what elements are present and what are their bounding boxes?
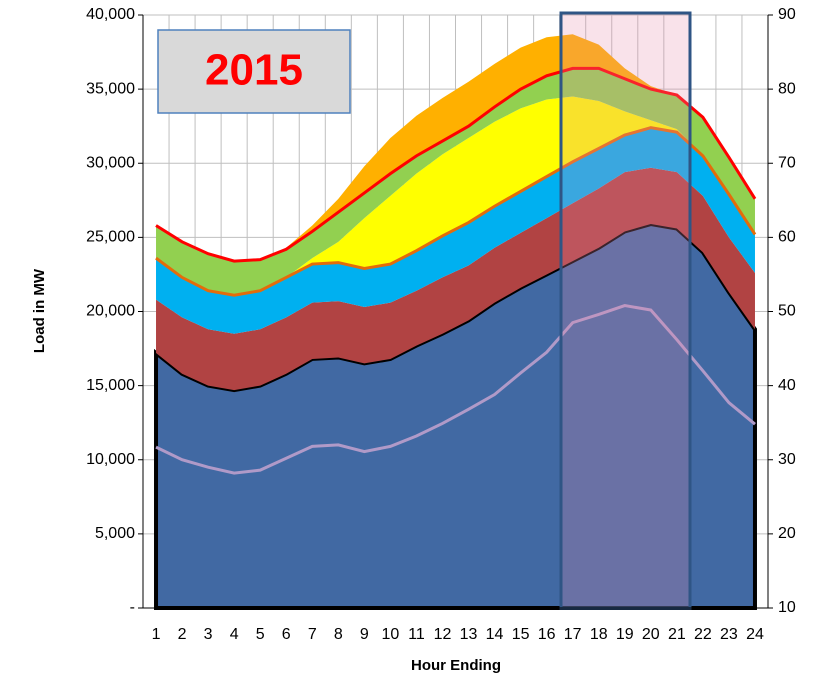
y-tick-label: 30,000 — [86, 154, 135, 171]
y-tick-label: 5,000 — [95, 525, 135, 542]
y2-tick-label: 30 — [778, 451, 796, 468]
x-tick-label: 9 — [360, 626, 369, 643]
highlight-box — [559, 11, 692, 610]
x-tick-label: 12 — [434, 626, 452, 643]
x-tick-label: 19 — [616, 626, 634, 643]
y-tick-label: - — [130, 599, 135, 616]
y2-tick-label: 10 — [778, 599, 796, 616]
y2-tick-label: 80 — [778, 80, 796, 97]
x-tick-label: 1 — [152, 626, 161, 643]
x-axis-label: Hour Ending — [411, 657, 501, 674]
area — [156, 167, 755, 391]
y2-tick-label: 90 — [778, 6, 796, 23]
x-tick-label: 15 — [512, 626, 530, 643]
y2-tick-label: 70 — [778, 154, 796, 171]
x-tick-label: 18 — [590, 626, 608, 643]
x-tick-label: 8 — [334, 626, 343, 643]
y-axis-label: Load in MW — [31, 268, 48, 353]
y2-tick-label: 60 — [778, 229, 796, 246]
x-tick-label: 10 — [381, 626, 399, 643]
edge-line — [155, 126, 757, 297]
x-tick-label: 22 — [694, 626, 712, 643]
y-tick-label: 40,000 — [86, 6, 135, 23]
area — [156, 96, 755, 296]
areas — [154, 34, 757, 610]
x-tick-label: 17 — [564, 626, 582, 643]
y-tick-label: 20,000 — [86, 303, 135, 320]
x-tick-label: 13 — [460, 626, 478, 643]
line — [155, 304, 756, 475]
y-tick-label: 10,000 — [86, 451, 135, 468]
area — [156, 68, 755, 296]
y2-tick-label: 20 — [778, 525, 796, 542]
x-tick-label: 14 — [486, 626, 504, 643]
y-tick-label: 35,000 — [86, 80, 135, 97]
x-tick-label: 3 — [204, 626, 213, 643]
x-tick-label: 16 — [538, 626, 556, 643]
edge-line — [155, 66, 757, 263]
x-tick-label: 6 — [282, 626, 291, 643]
x-tick-label: 4 — [230, 626, 239, 643]
x-tick-label: 2 — [178, 626, 187, 643]
x-tick-label: 21 — [668, 626, 686, 643]
y2-tick-label: 50 — [778, 303, 796, 320]
x-tick-label: 5 — [256, 626, 265, 643]
y2-tick-label: 40 — [778, 377, 796, 394]
x-tick-label: 7 — [308, 626, 317, 643]
chart-title: 2015 — [205, 46, 303, 95]
x-tick-label: 11 — [408, 626, 425, 643]
y-tick-label: 15,000 — [86, 377, 135, 394]
axes: - 5,000 10,000 15,000 20,000 25,000 30,000 35,0… — [86, 6, 796, 643]
x-tick-label: 20 — [642, 626, 660, 643]
x-tick-label: 23 — [720, 626, 738, 643]
title-box — [157, 29, 351, 114]
y-tick-label: 25,000 — [86, 229, 135, 246]
x-tick-label: 24 — [746, 626, 764, 643]
